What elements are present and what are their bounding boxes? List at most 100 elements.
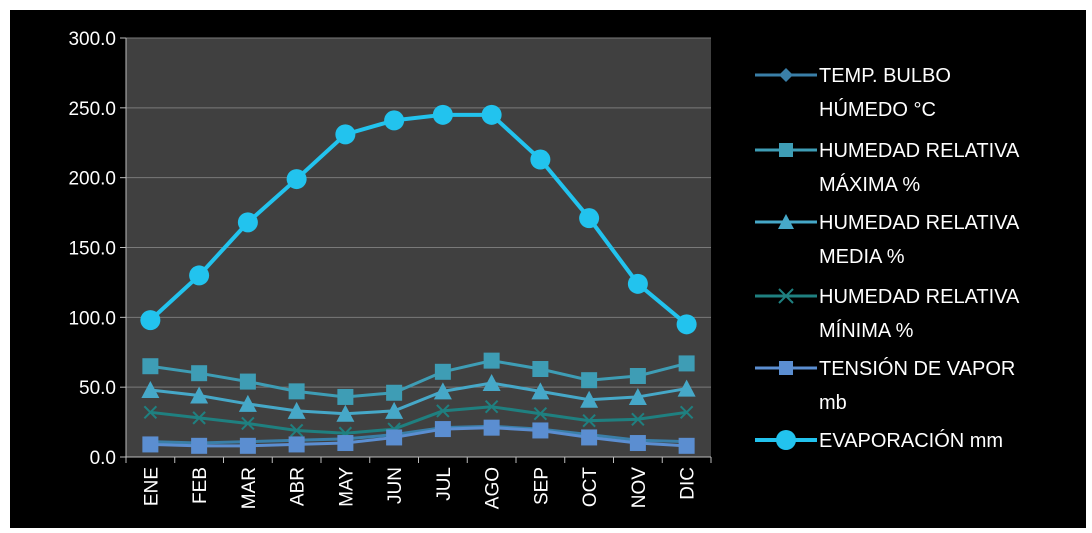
data-point [679, 405, 694, 420]
y-tick-label: 50.0 [79, 378, 116, 399]
data-point [532, 361, 549, 378]
legend-label: TENSIÓN DE VAPOR [819, 357, 1015, 380]
data-point [434, 363, 451, 380]
legend-entry: TEMP. BULBO HÚMEDO °C [755, 65, 951, 121]
x-tick-label: MAY [336, 467, 357, 507]
legend-marker [776, 430, 796, 450]
data-point [627, 273, 648, 294]
series-line [150, 359, 687, 399]
legend-entry: EVAPORACIÓN mm [755, 429, 1003, 452]
data-point [286, 169, 307, 190]
data-point [582, 413, 596, 428]
data-point [581, 372, 598, 389]
legend-label: HUMEDAD RELATIVA [819, 140, 1020, 162]
legend-label: HÚMEDO °C [819, 98, 936, 121]
legend-entry: HUMEDAD RELATIVA MEDIA % [755, 212, 1020, 268]
data-point [288, 436, 305, 453]
data-point [433, 382, 452, 400]
data-point [533, 406, 548, 421]
data-point [385, 401, 404, 419]
data-point [239, 373, 256, 390]
series-5 [142, 419, 695, 454]
data-point [190, 386, 209, 404]
chart-frame: 0.0 50.0 100.0 150.0 200.0 250.0 300.0 ENE FEB M… [10, 10, 1086, 528]
x-tick-label: MAR [239, 467, 260, 509]
data-point [237, 212, 258, 233]
data-point [141, 380, 160, 398]
y-axis-ticks: 0.0 50.0 100.0 150.0 200.0 250.0 300.0 [68, 29, 116, 469]
legend-label: TEMP. BULBO [819, 65, 951, 87]
x-tick-label: ENE [141, 467, 162, 506]
data-point [143, 405, 158, 420]
y-tick-label: 200.0 [68, 169, 116, 190]
data-point [432, 104, 453, 125]
x-tick-label: NOV [629, 467, 650, 509]
data-point [191, 437, 208, 454]
data-point [142, 358, 159, 375]
data-point [384, 110, 405, 131]
series-line [150, 424, 687, 445]
legend-marker [779, 361, 793, 375]
data-point [192, 411, 206, 425]
legend-marker [778, 214, 794, 229]
data-point [336, 404, 355, 422]
data-point [142, 436, 159, 453]
x-tick-label: JUN [385, 467, 406, 504]
series-line [150, 426, 687, 448]
data-point [530, 149, 551, 170]
legend-marker [778, 288, 794, 304]
series-2 [142, 352, 695, 405]
legend-label: HUMEDAD RELATIVA [819, 212, 1020, 234]
x-tick-label: OCT [580, 467, 601, 508]
data-point [532, 422, 549, 439]
data-point [239, 437, 256, 454]
y-tick-label: 100.0 [68, 308, 116, 329]
data-point [629, 367, 646, 384]
data-point [434, 421, 451, 438]
data-point [481, 104, 502, 125]
data-point [482, 373, 501, 391]
legend-entry: TENSIÓN DE VAPOR mb [755, 357, 1015, 414]
y-tick-label: 150.0 [68, 239, 116, 260]
data-point [289, 423, 304, 438]
series-line [150, 381, 687, 416]
data-point [531, 382, 550, 400]
data-point [288, 383, 305, 400]
series-4 [143, 400, 694, 440]
series [140, 104, 697, 454]
data-point [335, 124, 356, 145]
data-point [629, 435, 646, 452]
data-point [337, 435, 354, 452]
data-point [337, 388, 354, 405]
legend-label: MÁXIMA % [819, 173, 920, 196]
line-chart: 0.0 50.0 100.0 150.0 200.0 250.0 300.0 ENE FEB M… [68, 29, 1020, 510]
legend-entry: HUMEDAD RELATIVA MÍNIMA % [755, 286, 1020, 342]
axes [120, 37, 712, 463]
x-tick-label: FEB [190, 467, 211, 504]
data-point [287, 401, 306, 419]
x-tick-label: DIC [678, 467, 699, 500]
legend: TEMP. BULBO HÚMEDO °C HUMEDAD RELATIVA MÁXI… [755, 65, 1020, 452]
series-1 [150, 424, 687, 445]
legend-entry: HUMEDAD RELATIVA MÁXIMA % [755, 140, 1020, 196]
data-point [140, 310, 161, 331]
x-tick-label: SEP [531, 467, 552, 505]
data-point [579, 208, 600, 229]
data-point [386, 429, 403, 446]
y-tick-label: 0.0 [90, 448, 116, 469]
data-point [191, 365, 208, 382]
series-line [150, 405, 687, 435]
legend-label: MÍNIMA % [819, 319, 914, 342]
data-point [676, 314, 697, 335]
x-tick-label: AGO [483, 467, 504, 509]
data-point [238, 394, 257, 412]
data-point [581, 429, 598, 446]
x-axis-ticks: ENE FEB MAR ABR MAY JUN JUL AGO SEP OCT NOV DIC [141, 467, 698, 510]
data-point [483, 419, 500, 436]
x-tick-label: JUL [434, 467, 455, 501]
data-point [436, 404, 450, 418]
data-point [386, 384, 403, 401]
data-point [483, 352, 500, 369]
legend-marker [779, 68, 793, 82]
data-point [580, 390, 599, 408]
